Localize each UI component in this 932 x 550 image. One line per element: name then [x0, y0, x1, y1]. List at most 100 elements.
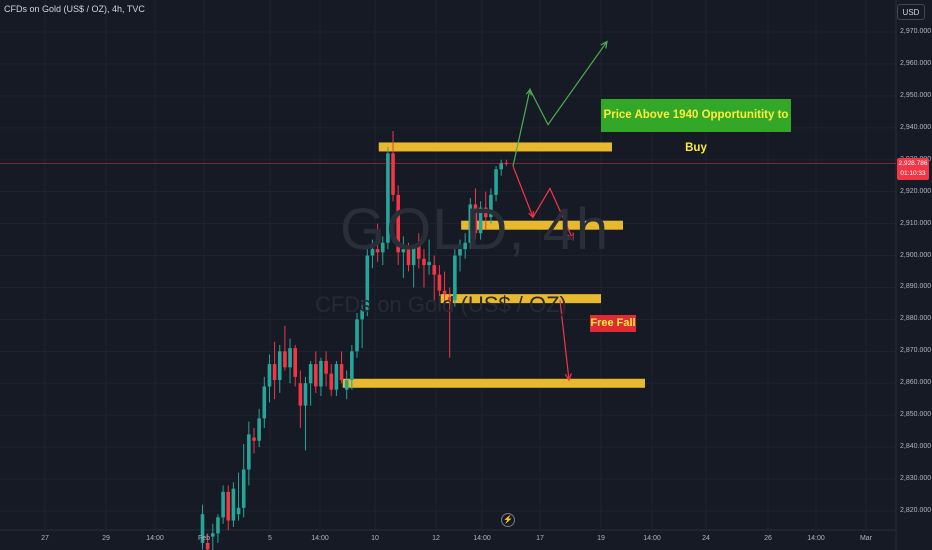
time-axis-label: 12 — [432, 535, 440, 542]
candle-up — [401, 236, 406, 278]
candle-body — [241, 469, 246, 508]
candle-body — [370, 249, 375, 256]
candle-body — [375, 249, 380, 253]
candle-down — [391, 130, 395, 202]
candle-body — [298, 383, 303, 406]
candle-up — [468, 198, 473, 250]
zones-layer — [342, 142, 645, 388]
candle-body — [314, 364, 318, 387]
time-axis-label: Mar — [859, 535, 873, 542]
grid-lines — [0, 0, 896, 530]
candles-layer — [200, 130, 509, 550]
candle-body — [211, 533, 215, 537]
price-axis-label: 2,840.000 — [900, 443, 932, 451]
candle-body — [344, 380, 349, 390]
candle-body — [478, 207, 483, 234]
arrow-head — [528, 211, 535, 219]
candle-down — [406, 242, 411, 272]
candle-body — [401, 249, 406, 253]
candle-down — [432, 255, 437, 301]
candle-up — [360, 300, 364, 349]
candle-body — [308, 364, 313, 384]
price-axis-label: 2,970.000 — [900, 28, 932, 35]
candle-body — [205, 542, 210, 550]
candle-body — [360, 309, 364, 320]
candle-body — [447, 297, 452, 301]
price-axis-label: 2,870.000 — [900, 347, 932, 355]
candle-body — [262, 386, 267, 419]
candle-up — [288, 338, 292, 384]
candle-body — [391, 153, 395, 195]
price-axis-label: 2,910.000 — [900, 219, 932, 227]
candle-body — [272, 364, 277, 381]
candle-down — [447, 287, 452, 358]
time-axis-label: 5 — [268, 535, 272, 542]
candle-body — [463, 242, 467, 250]
candle-down — [473, 188, 478, 240]
candle-body — [252, 437, 256, 441]
candle-up — [355, 313, 359, 358]
candle-body — [283, 351, 287, 368]
time-axis-label: 14:00 — [311, 535, 329, 542]
symbol-title[interactable]: CFDs on Gold (US$ / OZ), 4h, TVC — [4, 4, 145, 14]
candle-up — [277, 344, 282, 393]
replay-lightning-icon[interactable]: ⚡ — [501, 513, 515, 527]
time-axis-label: 14:00 — [643, 535, 661, 542]
time-axis-label: 29 — [102, 535, 110, 542]
candle-body — [293, 348, 297, 377]
price-axis-label: 2,960.000 — [900, 59, 932, 67]
bullish-projection-arrow — [512, 40, 608, 167]
candle-up — [319, 357, 323, 397]
arrow-head — [525, 88, 532, 96]
time-axis-label: 19 — [597, 535, 605, 542]
price-axis-label: 2,880.000 — [900, 315, 932, 323]
candle-up — [241, 443, 246, 518]
time-axis-label: 10 — [371, 535, 379, 542]
price-axis-label: 2,830.000 — [900, 475, 932, 483]
candle-down — [417, 233, 421, 269]
candle-body — [396, 194, 400, 253]
candle-body — [380, 242, 385, 253]
candle-up — [463, 233, 467, 259]
price-axis-label: 2,890.000 — [900, 283, 932, 291]
time-axis-label: 14:00 — [807, 535, 825, 542]
candle-up — [344, 370, 349, 400]
candle-body — [386, 153, 390, 243]
candle-down — [339, 351, 344, 384]
candle-up — [334, 360, 339, 397]
candle-up — [453, 249, 457, 307]
candle-down — [442, 271, 447, 307]
price-axis-label: 2,850.000 — [900, 411, 932, 419]
candle-down — [437, 265, 442, 310]
bearish-projection-arrow — [559, 300, 572, 382]
candle-down — [252, 427, 256, 454]
candle-up — [350, 344, 354, 390]
candle-down — [226, 485, 231, 531]
bearish-projection-arrow — [512, 165, 574, 241]
price-axis-label: 2,950.000 — [900, 91, 932, 99]
candle-up — [257, 408, 261, 448]
candle-body — [257, 418, 261, 441]
candle-up — [478, 201, 483, 240]
candle-body — [319, 360, 323, 387]
candle-up — [262, 376, 267, 428]
candle-body — [355, 319, 359, 352]
candle-body — [494, 169, 498, 195]
candle-up — [247, 421, 251, 486]
candle-up — [499, 159, 503, 176]
buy-note[interactable]: Price Above 1940 Opportunitity to Buy — [601, 99, 791, 154]
candle-up — [231, 482, 236, 527]
candle-up — [267, 354, 272, 403]
time-axis-label: 24 — [702, 535, 710, 542]
currency-button[interactable]: USD — [897, 4, 925, 20]
candle-body — [216, 517, 220, 534]
candle-body — [499, 162, 503, 170]
candle-up — [380, 236, 385, 266]
bar-countdown: 01:10:33 — [900, 170, 926, 177]
candle-body — [468, 204, 473, 243]
free-fall-note[interactable]: Free Fall — [590, 315, 636, 332]
price-axis-label: 2,940.000 — [900, 123, 932, 131]
support-resistance-zone — [342, 378, 645, 388]
candle-down — [272, 341, 277, 400]
